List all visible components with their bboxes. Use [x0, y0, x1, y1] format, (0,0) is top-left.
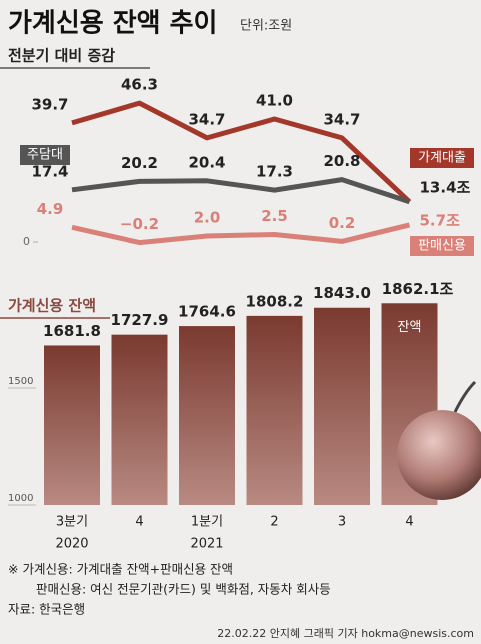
data-label: 20.2 — [121, 154, 158, 172]
legend-label: 가계대출 — [418, 151, 466, 166]
data-label: 46.3 — [121, 76, 158, 94]
data-label: 20.4 — [188, 153, 225, 171]
data-label: 39.7 — [31, 95, 68, 113]
bomb-illustration — [397, 380, 481, 500]
data-label: 17.4 — [31, 162, 68, 180]
data-label: 20.8 — [323, 152, 360, 170]
x-tick-label: 1분기 — [191, 515, 223, 530]
subtitle: 가계신용 잔액 — [8, 297, 96, 315]
line — [71, 100, 412, 204]
data-label: 1681.8 — [43, 322, 101, 340]
data-label: 2.5 — [261, 207, 288, 225]
x-tick-label: 3분기 — [56, 515, 88, 530]
data-label: 5.7조 — [420, 211, 461, 229]
data-label: 13.4조 — [420, 178, 471, 196]
bar — [179, 326, 235, 505]
x-tick-label: 4 — [135, 515, 143, 530]
data-label: 34.7 — [188, 110, 225, 128]
data-label: 1862.1조 — [382, 280, 454, 298]
note: ※ 가계신용: 가계대출 잔액+판매신용 잔액 — [8, 562, 233, 577]
data-label: 0.2 — [329, 214, 356, 232]
bar — [246, 315, 303, 505]
unit: 단위:조원 — [240, 19, 292, 34]
credit: 22.02.22 안지혜 그래픽 기자 hokma@newsis.com — [217, 627, 474, 640]
data-label: 1727.9 — [111, 311, 169, 329]
y-tick-label: 0 — [23, 235, 30, 248]
data-label: 34.7 — [323, 110, 360, 128]
x-tick-year: 2021 — [190, 537, 223, 552]
title: 가계신용 잔액 추이 — [8, 9, 217, 39]
legend-box — [410, 148, 474, 168]
data-label: 41.0 — [256, 92, 293, 110]
bar — [111, 334, 168, 505]
source: 자료: 한국은행 — [8, 602, 85, 617]
bar — [44, 345, 100, 505]
legend-box — [20, 145, 70, 165]
line — [71, 177, 411, 205]
y-tick-label: 1000 — [8, 493, 33, 504]
data-label: 1808.2 — [246, 292, 304, 310]
line — [71, 222, 411, 246]
data-label: 4.9 — [37, 200, 64, 218]
bar — [314, 307, 370, 505]
data-label: 1764.6 — [178, 303, 236, 321]
y-tick-label: 1500 — [8, 376, 33, 387]
x-tick-label: 2 — [270, 515, 278, 530]
x-tick-label: 4 — [405, 515, 413, 530]
x-tick-year: 2020 — [55, 537, 88, 552]
legend-label: 주담대 — [27, 148, 63, 163]
bars — [44, 303, 438, 505]
data-label: −0.2 — [120, 215, 159, 233]
legend-box — [410, 236, 474, 256]
data-label: 17.3 — [256, 163, 293, 181]
legend-label: 판매신용 — [418, 239, 466, 254]
subtitle: 전분기 대비 증감 — [8, 47, 115, 65]
x-tick-label: 3 — [338, 515, 346, 530]
annotation: 잔액 — [398, 320, 422, 335]
data-label: 1843.0 — [313, 284, 371, 302]
data-label: 2.0 — [194, 209, 221, 227]
note: 판매신용: 여신 전문기관(카드) 및 백화점, 자동차 회사등 — [36, 582, 331, 597]
